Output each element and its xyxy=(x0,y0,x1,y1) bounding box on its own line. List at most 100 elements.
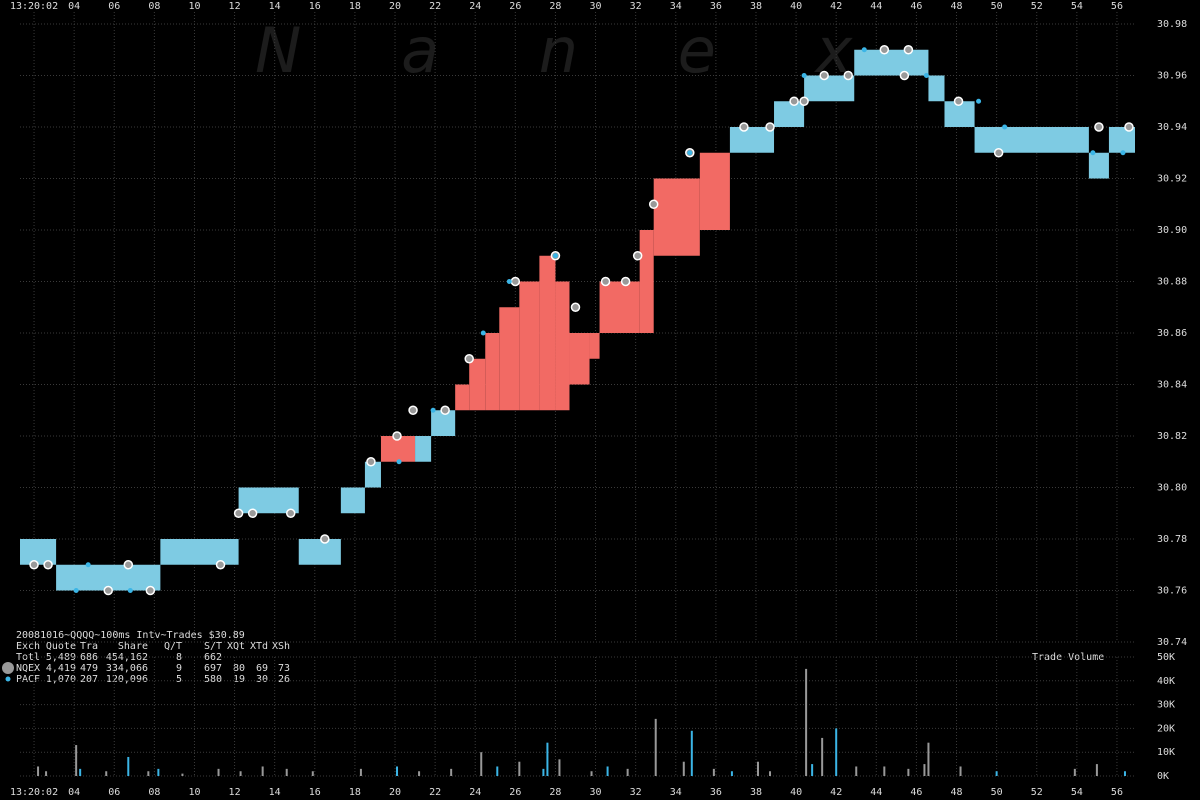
summary-cell: 5 xyxy=(176,674,182,685)
trade-point xyxy=(552,253,558,259)
summary-cell: 479 xyxy=(80,663,98,674)
x-tick-label: 04 xyxy=(68,1,80,12)
trade-point xyxy=(903,45,914,55)
x-tick-label: 14 xyxy=(269,1,281,12)
trade-point xyxy=(620,276,631,287)
trade-point xyxy=(392,431,402,441)
trade-point xyxy=(801,73,807,78)
legend-marker xyxy=(5,676,11,682)
volume-bar xyxy=(805,668,808,776)
summary-title: 20081016~QQQQ~100ms Intv~Trades $30.89 xyxy=(16,630,245,641)
volume-bar xyxy=(157,768,160,776)
volume-bar xyxy=(1073,768,1076,776)
trade-point xyxy=(953,96,964,106)
x-tick-label: 13:20:02 xyxy=(10,1,58,12)
trade-point xyxy=(819,70,829,81)
y-tick-label: 0K xyxy=(1157,771,1169,782)
summary-cell: 9 xyxy=(176,663,182,674)
summary-cell: 334,066 xyxy=(106,663,148,674)
quote-band xyxy=(298,539,341,565)
summary-header: XQt xyxy=(227,641,245,652)
trade-point xyxy=(739,122,749,132)
volume-bar xyxy=(821,737,824,776)
x-tick-label: 36 xyxy=(710,1,722,12)
x-tick-label: 44 xyxy=(870,1,882,12)
volume-bar xyxy=(239,771,242,776)
volume-bar xyxy=(907,768,910,776)
quote-band xyxy=(485,333,500,411)
quote-band xyxy=(569,333,590,385)
x-tick-label: 48 xyxy=(950,1,962,12)
volume-bar xyxy=(147,771,150,776)
quote-band xyxy=(519,281,540,411)
x-tick-label: 28 xyxy=(549,1,561,12)
quote-band xyxy=(974,127,1089,153)
trade-point xyxy=(103,585,113,596)
quote-band xyxy=(729,127,775,153)
trade-point xyxy=(320,534,330,544)
x-tick-label: 54 xyxy=(1071,1,1083,12)
y-tick-label: 30.74 xyxy=(1157,637,1187,648)
y-tick-label: 20K xyxy=(1157,723,1175,734)
volume-bar xyxy=(45,771,48,776)
volume-bar xyxy=(546,742,549,776)
y-tick-label: 30.94 xyxy=(1157,122,1187,133)
volume-bar xyxy=(1095,764,1098,776)
chart-title: Trade Volume xyxy=(1032,652,1104,663)
volume-bar xyxy=(927,742,930,776)
x-tick-label: 34 xyxy=(670,1,682,12)
y-tick-label: 40K xyxy=(1157,676,1175,687)
x-tick-label: 22 xyxy=(429,787,441,798)
y-tick-label: 30.92 xyxy=(1157,174,1187,185)
trade-point xyxy=(285,508,296,518)
volume-bar xyxy=(542,768,545,776)
trade-point xyxy=(29,560,39,570)
volume-bar xyxy=(480,752,483,776)
volume-bar xyxy=(756,761,759,776)
quote-band xyxy=(555,281,570,411)
summary-header: XTd xyxy=(250,641,268,652)
quote-band xyxy=(699,152,730,230)
y-tick-label: 30.76 xyxy=(1157,586,1187,597)
volume-bar xyxy=(450,768,453,776)
quote-band xyxy=(539,255,556,411)
quote-band xyxy=(854,49,929,76)
volume-bar xyxy=(359,768,362,776)
quote-band xyxy=(1088,152,1109,179)
volume-bar xyxy=(730,771,733,776)
volume-bar xyxy=(811,764,814,776)
x-tick-label: 18 xyxy=(349,787,361,798)
volume-bar xyxy=(181,773,184,776)
summary-cell: 120,096 xyxy=(106,674,148,685)
quote-band xyxy=(653,178,700,256)
volume-bar xyxy=(626,768,629,776)
quote-band xyxy=(928,75,945,102)
quote-band xyxy=(804,75,855,102)
quote-band xyxy=(639,230,654,333)
summary-cell: 19 xyxy=(233,674,245,685)
trade-point xyxy=(85,562,91,568)
x-tick-label: 14 xyxy=(269,787,281,798)
x-tick-label: 32 xyxy=(630,787,642,798)
quote-band xyxy=(589,333,600,359)
x-tick-label: 32 xyxy=(630,1,642,12)
x-tick-label: 54 xyxy=(1071,787,1083,798)
x-tick-label: 20 xyxy=(389,1,401,12)
x-tick-label: 56 xyxy=(1111,1,1123,12)
trade-point xyxy=(799,96,809,106)
quote-band xyxy=(469,358,486,411)
y-tick-label: 30.78 xyxy=(1157,534,1187,545)
x-tick-label: 30 xyxy=(590,1,602,12)
trade-point xyxy=(366,457,376,467)
trade-point xyxy=(1124,122,1134,132)
trade-point xyxy=(396,459,402,465)
trade-point xyxy=(648,199,659,209)
summary-cell: 26 xyxy=(278,674,290,685)
x-tick-label: 20 xyxy=(389,787,401,798)
y-tick-label: 30.98 xyxy=(1157,19,1187,30)
x-tick-label: 44 xyxy=(870,787,882,798)
trade-point xyxy=(127,588,133,593)
summary-cell: 1,070 xyxy=(46,674,76,685)
summary-cell: 5,489 xyxy=(46,652,76,663)
y-tick-label: 30.90 xyxy=(1157,225,1187,236)
